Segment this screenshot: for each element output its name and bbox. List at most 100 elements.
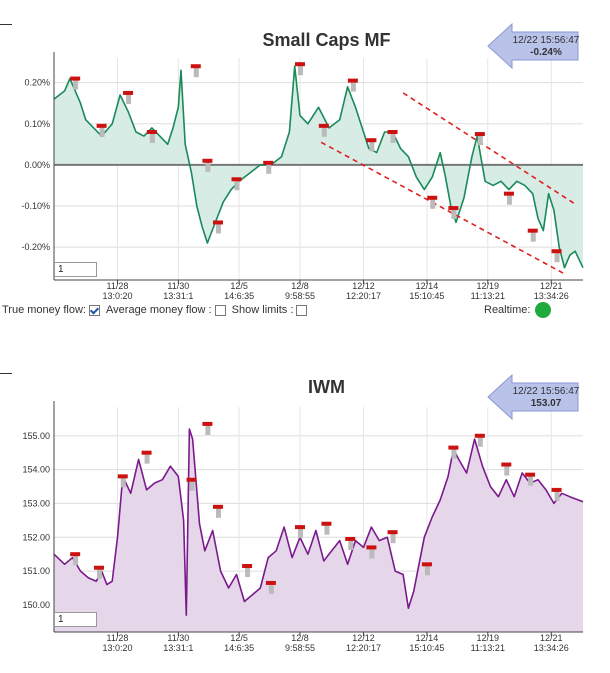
signal-marker	[527, 228, 538, 242]
signal-marker-flag	[318, 123, 329, 128]
signal-marker-flag	[123, 90, 134, 95]
x-tick-label-time: 13:34:26	[534, 291, 569, 300]
x-tick-label-time: 15:10:45	[409, 291, 444, 300]
x-tick-label-date: 12/5	[230, 633, 248, 643]
signal-marker-shadow	[297, 528, 303, 539]
true-money-flow-checkbox[interactable]	[88, 304, 100, 316]
signal-marker-shadow	[554, 490, 560, 501]
signal-marker-shadow	[348, 539, 354, 550]
signal-marker-shadow	[120, 477, 126, 488]
x-tick-label-time: 9:58:55	[285, 643, 315, 653]
x-tick-label-time: 13:31:1	[163, 291, 193, 300]
small-caps-mf-chart: Small Caps MF 0.20% 0.10% 0.00% -0.10% -0.20%…	[21, 22, 584, 300]
x-tick-label-date: 11/28	[107, 633, 129, 643]
signal-marker	[387, 530, 398, 544]
series-area	[54, 429, 583, 632]
chart-bottom-corner-mark	[0, 373, 12, 374]
signal-marker	[387, 130, 398, 143]
signal-marker-flag	[93, 565, 104, 570]
badge-timestamp: 12/22 15:56:47	[513, 386, 580, 397]
trend-line	[402, 92, 576, 205]
y-tick-label: 153.00	[22, 498, 50, 508]
y-tick-label: 155.00	[22, 431, 50, 441]
average-money-flow-checkbox[interactable]	[214, 304, 226, 316]
signal-marker-shadow	[96, 568, 102, 579]
signal-marker	[318, 123, 329, 137]
y-tick-label: 152.00	[22, 532, 50, 542]
signal-marker-flag	[212, 504, 223, 509]
signal-marker	[294, 525, 305, 539]
x-tick-label-date: 11/30	[167, 281, 189, 291]
signal-marker-flag	[527, 228, 538, 233]
show-limits-label: Show limits :	[231, 304, 294, 317]
signal-marker-shadow	[350, 81, 356, 92]
signal-marker-shadow	[234, 180, 240, 191]
signal-marker-shadow	[215, 507, 221, 518]
signal-marker	[345, 536, 356, 550]
x-tick-label-date: 12/8	[291, 633, 309, 643]
signal-marker-shadow	[369, 141, 375, 152]
signal-marker-shadow	[430, 198, 436, 209]
signal-marker-flag	[242, 564, 253, 569]
signal-marker-flag	[70, 76, 81, 81]
signal-marker-shadow	[390, 133, 396, 143]
signal-marker-shadow	[324, 524, 330, 535]
signal-marker-flag	[366, 545, 377, 550]
x-tick-label-date: 12/21	[540, 281, 563, 291]
x-tick-label-date: 12/12	[352, 281, 375, 291]
signal-marker-flag	[70, 552, 81, 557]
signal-marker	[551, 487, 562, 501]
signal-marker-shadow	[451, 209, 457, 220]
signal-marker-flag	[501, 462, 512, 467]
signal-marker-flag	[474, 132, 485, 137]
x-tick-label-date: 12/21	[540, 633, 563, 643]
signal-marker	[321, 521, 332, 535]
signal-marker-shadow	[424, 565, 430, 576]
signal-marker	[366, 138, 377, 152]
x-tick-label-time: 13:0:20	[102, 291, 132, 300]
y-tick-label: 0.00%	[24, 160, 50, 170]
signal-marker-shadow	[369, 548, 375, 559]
signal-marker	[551, 249, 562, 263]
signal-marker	[263, 160, 274, 174]
signal-marker-shadow	[205, 424, 211, 435]
signal-marker-shadow	[530, 231, 536, 242]
signal-marker	[448, 206, 459, 220]
signal-marker	[265, 580, 276, 594]
signal-marker	[503, 191, 514, 205]
signal-marker-shadow	[73, 555, 79, 566]
chart-top-corner-mark	[0, 24, 12, 25]
signal-marker	[117, 474, 128, 488]
signal-marker-shadow	[245, 567, 251, 578]
period-input-top[interactable]: 1	[54, 262, 97, 277]
signal-marker-flag	[387, 130, 398, 134]
signal-marker-flag	[474, 433, 485, 438]
last-value-badge: 12/22 15:56:47-0.24%	[487, 22, 580, 70]
signal-marker	[212, 220, 223, 234]
signal-marker-flag	[190, 64, 201, 69]
signal-marker	[347, 78, 358, 92]
signal-marker	[474, 132, 485, 146]
signal-marker-shadow	[266, 163, 272, 174]
signal-marker-flag	[231, 177, 242, 182]
x-tick-label-time: 12:20:17	[346, 291, 381, 300]
realtime-status-indicator[interactable]	[535, 302, 551, 318]
signal-marker-flag	[345, 536, 356, 541]
signal-marker-flag	[202, 158, 213, 163]
signal-marker-flag	[96, 123, 107, 128]
signal-marker	[70, 552, 81, 566]
period-input-bottom[interactable]: 1	[54, 612, 97, 627]
signal-marker	[294, 62, 305, 76]
y-tick-label: -0.10%	[21, 201, 50, 211]
x-tick-label-time: 13:0:20	[102, 643, 132, 653]
chart-title: Small Caps MF	[262, 30, 390, 50]
badge-arrow	[487, 373, 579, 421]
signal-marker-flag	[212, 220, 223, 225]
signal-marker	[202, 421, 213, 435]
signal-marker-flag	[294, 62, 305, 67]
show-limits-checkbox[interactable]	[296, 304, 308, 316]
signal-marker	[231, 177, 242, 191]
signal-marker-flag	[448, 206, 459, 211]
x-tick-label-time: 14:6:35	[224, 643, 254, 653]
signal-marker-flag	[347, 78, 358, 83]
